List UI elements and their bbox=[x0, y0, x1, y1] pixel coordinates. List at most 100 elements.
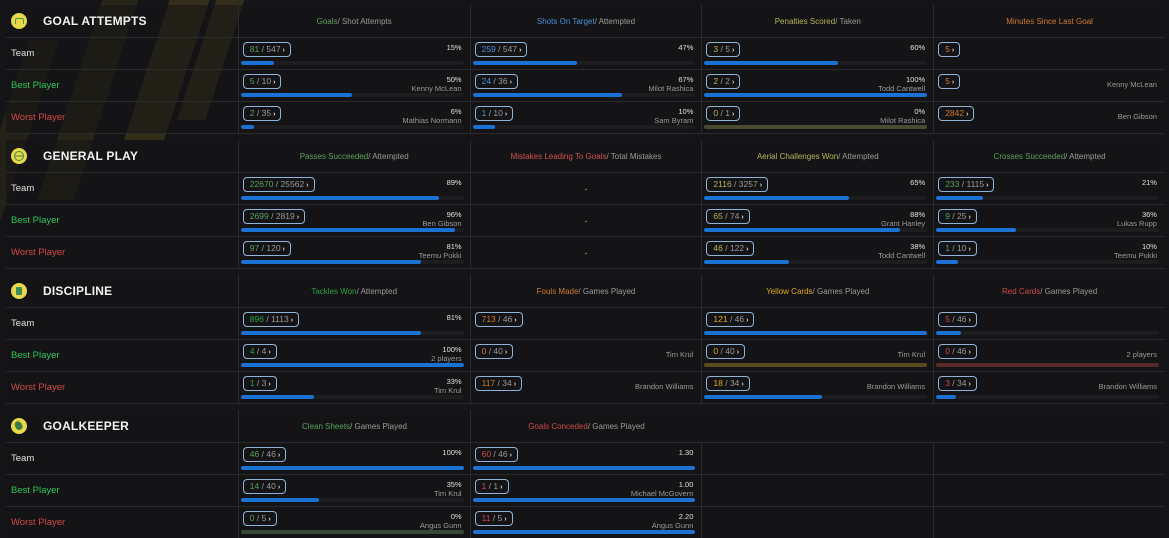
stat-value-button[interactable]: 46 / 46 › bbox=[242, 447, 287, 462]
chevron-right-icon: › bbox=[519, 47, 522, 54]
stat-denominator: 40 bbox=[266, 481, 276, 491]
progress-track bbox=[240, 228, 464, 232]
stat-value-button[interactable]: 5 / 10 › bbox=[242, 74, 282, 89]
chevron-right-icon: › bbox=[986, 182, 989, 189]
stat-cell: 1 / 3 › 33% Tim Krul bbox=[237, 372, 470, 403]
progress-track bbox=[472, 61, 696, 65]
stat-numerator: 1 bbox=[481, 481, 487, 491]
stat-value-button[interactable]: 5 / 46 › bbox=[938, 312, 977, 327]
stat-separator: / bbox=[718, 346, 726, 356]
progress-track bbox=[704, 61, 928, 65]
stat-value-button[interactable]: 2 / 35 › bbox=[242, 106, 282, 121]
stat-cell: 896 / 1113 › 81% bbox=[237, 308, 470, 339]
chevron-right-icon: › bbox=[268, 516, 271, 523]
progress-track bbox=[240, 466, 464, 470]
player-name: Sam Byram bbox=[654, 116, 694, 125]
section-title: DISCIPLINE bbox=[6, 283, 238, 299]
stat-value-button[interactable]: 1 / 3 › bbox=[242, 376, 277, 391]
stat-value-button[interactable]: 1 / 1 › bbox=[474, 479, 509, 494]
stat-cell: 259 / 547 › 47% bbox=[469, 38, 702, 69]
stat-value-button[interactable]: 5 › bbox=[938, 42, 961, 57]
stat-cell: 1 / 10 › 10% Sam Byram bbox=[469, 102, 702, 133]
row-label: Team bbox=[11, 318, 35, 329]
stat-denominator: 1115 bbox=[966, 179, 985, 189]
stat-value-button[interactable]: 4 / 4 › bbox=[242, 344, 277, 359]
stat-value-button[interactable]: 713 / 46 › bbox=[474, 312, 523, 327]
stat-value-button[interactable]: 121 / 46 › bbox=[706, 312, 755, 327]
stat-value-button[interactable]: 1 / 10 › bbox=[938, 241, 977, 256]
stat-separator: / bbox=[949, 314, 958, 324]
progress-track bbox=[240, 61, 464, 65]
column-header-rest: / Attempted bbox=[594, 16, 636, 26]
stat-value-button[interactable]: 0 / 40 › bbox=[474, 344, 514, 359]
chevron-right-icon: › bbox=[296, 214, 300, 221]
chevron-right-icon: › bbox=[731, 47, 735, 54]
progress-fill bbox=[240, 228, 455, 232]
player-name: Brandon Williams bbox=[635, 382, 694, 391]
stat-numerator: 0 bbox=[713, 108, 719, 118]
stat-percentage: 100% bbox=[442, 345, 462, 354]
stat-value-button[interactable]: 0 / 5 › bbox=[242, 511, 277, 526]
stat-value-button[interactable]: 5 › bbox=[938, 74, 961, 89]
stat-value-button[interactable]: 22670 / 25562 › bbox=[242, 177, 315, 192]
progress-track bbox=[240, 196, 464, 200]
stat-value-button[interactable]: 896 / 1113 › bbox=[242, 312, 300, 327]
stat-numerator: 896 bbox=[249, 314, 264, 324]
stat-cell: 233 / 1115 › 21% bbox=[933, 173, 1165, 204]
stat-value-button[interactable]: 81 / 547 › bbox=[242, 42, 291, 57]
stat-value-button[interactable]: 65 / 74 › bbox=[706, 209, 750, 224]
progress-track bbox=[240, 93, 464, 97]
chevron-right-icon: › bbox=[282, 246, 285, 253]
progress-track bbox=[472, 125, 696, 129]
stat-numerator: 18 bbox=[713, 378, 723, 388]
stat-cell: 0 / 1 › 0% Milot Rashica bbox=[701, 102, 933, 133]
stat-cell: - bbox=[469, 205, 702, 236]
stat-value-button[interactable]: 9 / 25 › bbox=[938, 209, 977, 224]
stat-separator: / bbox=[949, 211, 958, 221]
stat-value-button[interactable]: 1 / 10 › bbox=[474, 106, 514, 121]
chevron-right-icon: › bbox=[290, 317, 294, 324]
stat-cell: 1 / 10 › 10% Teemu Pukki bbox=[933, 237, 1165, 268]
stat-value-button[interactable]: 0 / 40 › bbox=[706, 344, 746, 359]
section-title: GOAL ATTEMPTS bbox=[6, 13, 238, 29]
stat-value-button[interactable]: 259 / 547 › bbox=[474, 42, 528, 57]
progress-fill bbox=[472, 466, 696, 470]
stat-value-button[interactable]: 2116 / 3257 › bbox=[706, 177, 769, 192]
stat-value-button[interactable]: 233 / 1115 › bbox=[938, 177, 995, 192]
stat-separator: / bbox=[949, 346, 958, 356]
section-header: GOAL ATTEMPTS Goals / Shot Attempts Shots … bbox=[6, 5, 1165, 38]
progress-track bbox=[936, 331, 1159, 335]
stat-value-button[interactable]: 3 / 34 › bbox=[938, 376, 977, 391]
stat-value-button[interactable]: 11 / 5 › bbox=[474, 511, 513, 526]
stat-value-button[interactable]: 2699 / 2819 › bbox=[242, 209, 306, 224]
chevron-right-icon: › bbox=[509, 79, 512, 86]
stat-value-button[interactable]: 0 / 46 › bbox=[938, 344, 977, 359]
stat-numerator: 713 bbox=[481, 314, 496, 324]
stat-denominator: 36 bbox=[498, 76, 508, 86]
stat-separator: / bbox=[486, 481, 494, 491]
column-header-main: Shots On Target bbox=[536, 16, 595, 26]
chevron-right-icon: › bbox=[504, 349, 508, 356]
stat-value-button[interactable]: 2842 › bbox=[938, 106, 975, 121]
stat-value-button[interactable]: 2 / 2 › bbox=[706, 74, 741, 89]
stat-value-button[interactable]: 60 / 46 › bbox=[474, 447, 518, 462]
stat-value-button[interactable]: 0 / 1 › bbox=[706, 106, 741, 121]
stat-value-button[interactable]: 97 / 120 › bbox=[242, 241, 291, 256]
row-label: Best Player bbox=[11, 350, 60, 361]
stat-value-button[interactable]: 3 / 5 › bbox=[706, 42, 741, 57]
stat-denominator: 46 bbox=[498, 449, 508, 459]
stat-separator: / bbox=[722, 243, 730, 253]
stat-separator: / bbox=[490, 513, 498, 523]
section-title-text: GOAL ATTEMPTS bbox=[43, 14, 147, 28]
section-general-play: GENERAL PLAY Passes Succeeded / Attempted… bbox=[6, 140, 1165, 269]
stat-value-button[interactable]: 14 / 40 › bbox=[242, 479, 287, 494]
stat-separator: / bbox=[254, 108, 262, 118]
stat-value-button[interactable]: 117 / 34 › bbox=[474, 376, 523, 391]
stat-value-button[interactable]: 18 / 34 › bbox=[706, 376, 750, 391]
stat-separator: / bbox=[722, 378, 730, 388]
player-name: Kenny McLean bbox=[411, 84, 462, 93]
stat-value-button[interactable]: 46 / 122 › bbox=[706, 241, 755, 256]
stat-value-button[interactable]: 24 / 36 › bbox=[474, 74, 518, 89]
player-name: Lukas Rupp bbox=[1116, 219, 1157, 228]
progress-fill bbox=[240, 498, 319, 502]
